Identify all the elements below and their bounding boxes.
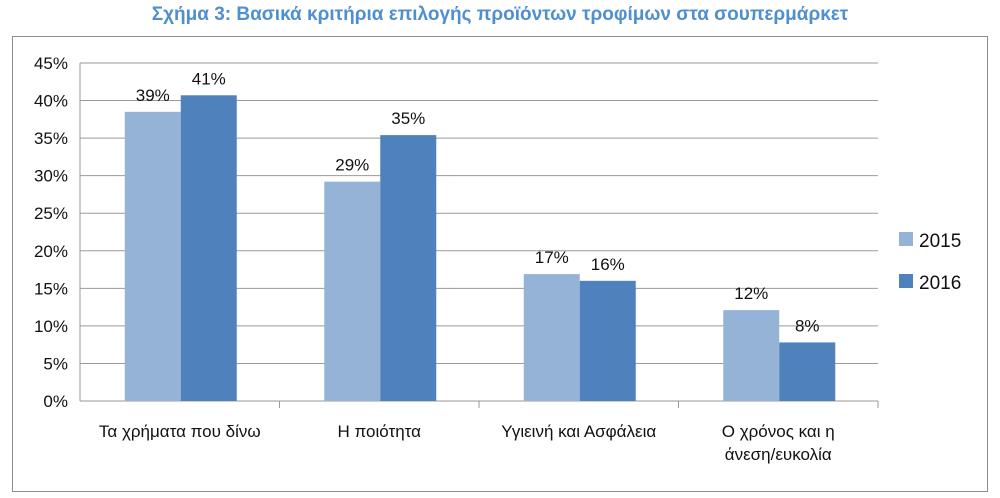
y-tick-label: 35%: [34, 129, 68, 148]
y-tick-label: 25%: [34, 204, 68, 223]
chart-title: Σχήμα 3: Βασικά κριτήρια επιλογής προϊόν…: [151, 4, 849, 25]
bar-2015: [723, 310, 780, 401]
data-label: 29%: [335, 156, 369, 175]
x-category-label: Τα χρήματα που δίνω: [99, 422, 261, 441]
legend-label: 2016: [919, 273, 961, 294]
y-tick-label: 5%: [43, 354, 68, 373]
data-label: 12%: [734, 284, 768, 303]
data-label: 17%: [535, 248, 569, 267]
y-tick-label: 45%: [34, 54, 68, 73]
x-category-label: άνεση/ευκολία: [725, 445, 832, 464]
bar-2015: [523, 274, 580, 401]
y-tick-label: 15%: [34, 279, 68, 298]
bar-2016: [180, 95, 237, 401]
y-tick-label: 40%: [34, 92, 68, 111]
data-label: 8%: [795, 316, 820, 335]
y-tick-label: 0%: [43, 392, 68, 411]
legend-label: 2015: [919, 231, 961, 252]
bar-2016: [380, 135, 437, 401]
bar-2015: [124, 111, 181, 402]
x-category-label: Υγιεινή και Ασφάλεια: [501, 422, 656, 441]
legend-swatch: [899, 232, 913, 246]
y-tick-label: 20%: [34, 242, 68, 261]
y-tick-label: 10%: [34, 317, 68, 336]
data-label: 41%: [192, 69, 226, 88]
bar-2015: [324, 181, 381, 401]
x-category-label: Η ποιότητα: [338, 422, 422, 441]
data-label: 39%: [136, 86, 170, 105]
data-label: 16%: [591, 255, 625, 274]
y-tick-label: 30%: [34, 167, 68, 186]
bar-2016: [779, 342, 836, 401]
legend-swatch: [899, 274, 913, 288]
data-label: 35%: [391, 109, 425, 128]
x-category-label: Ο χρόνος και η: [722, 422, 835, 441]
bar-2016: [579, 280, 636, 401]
